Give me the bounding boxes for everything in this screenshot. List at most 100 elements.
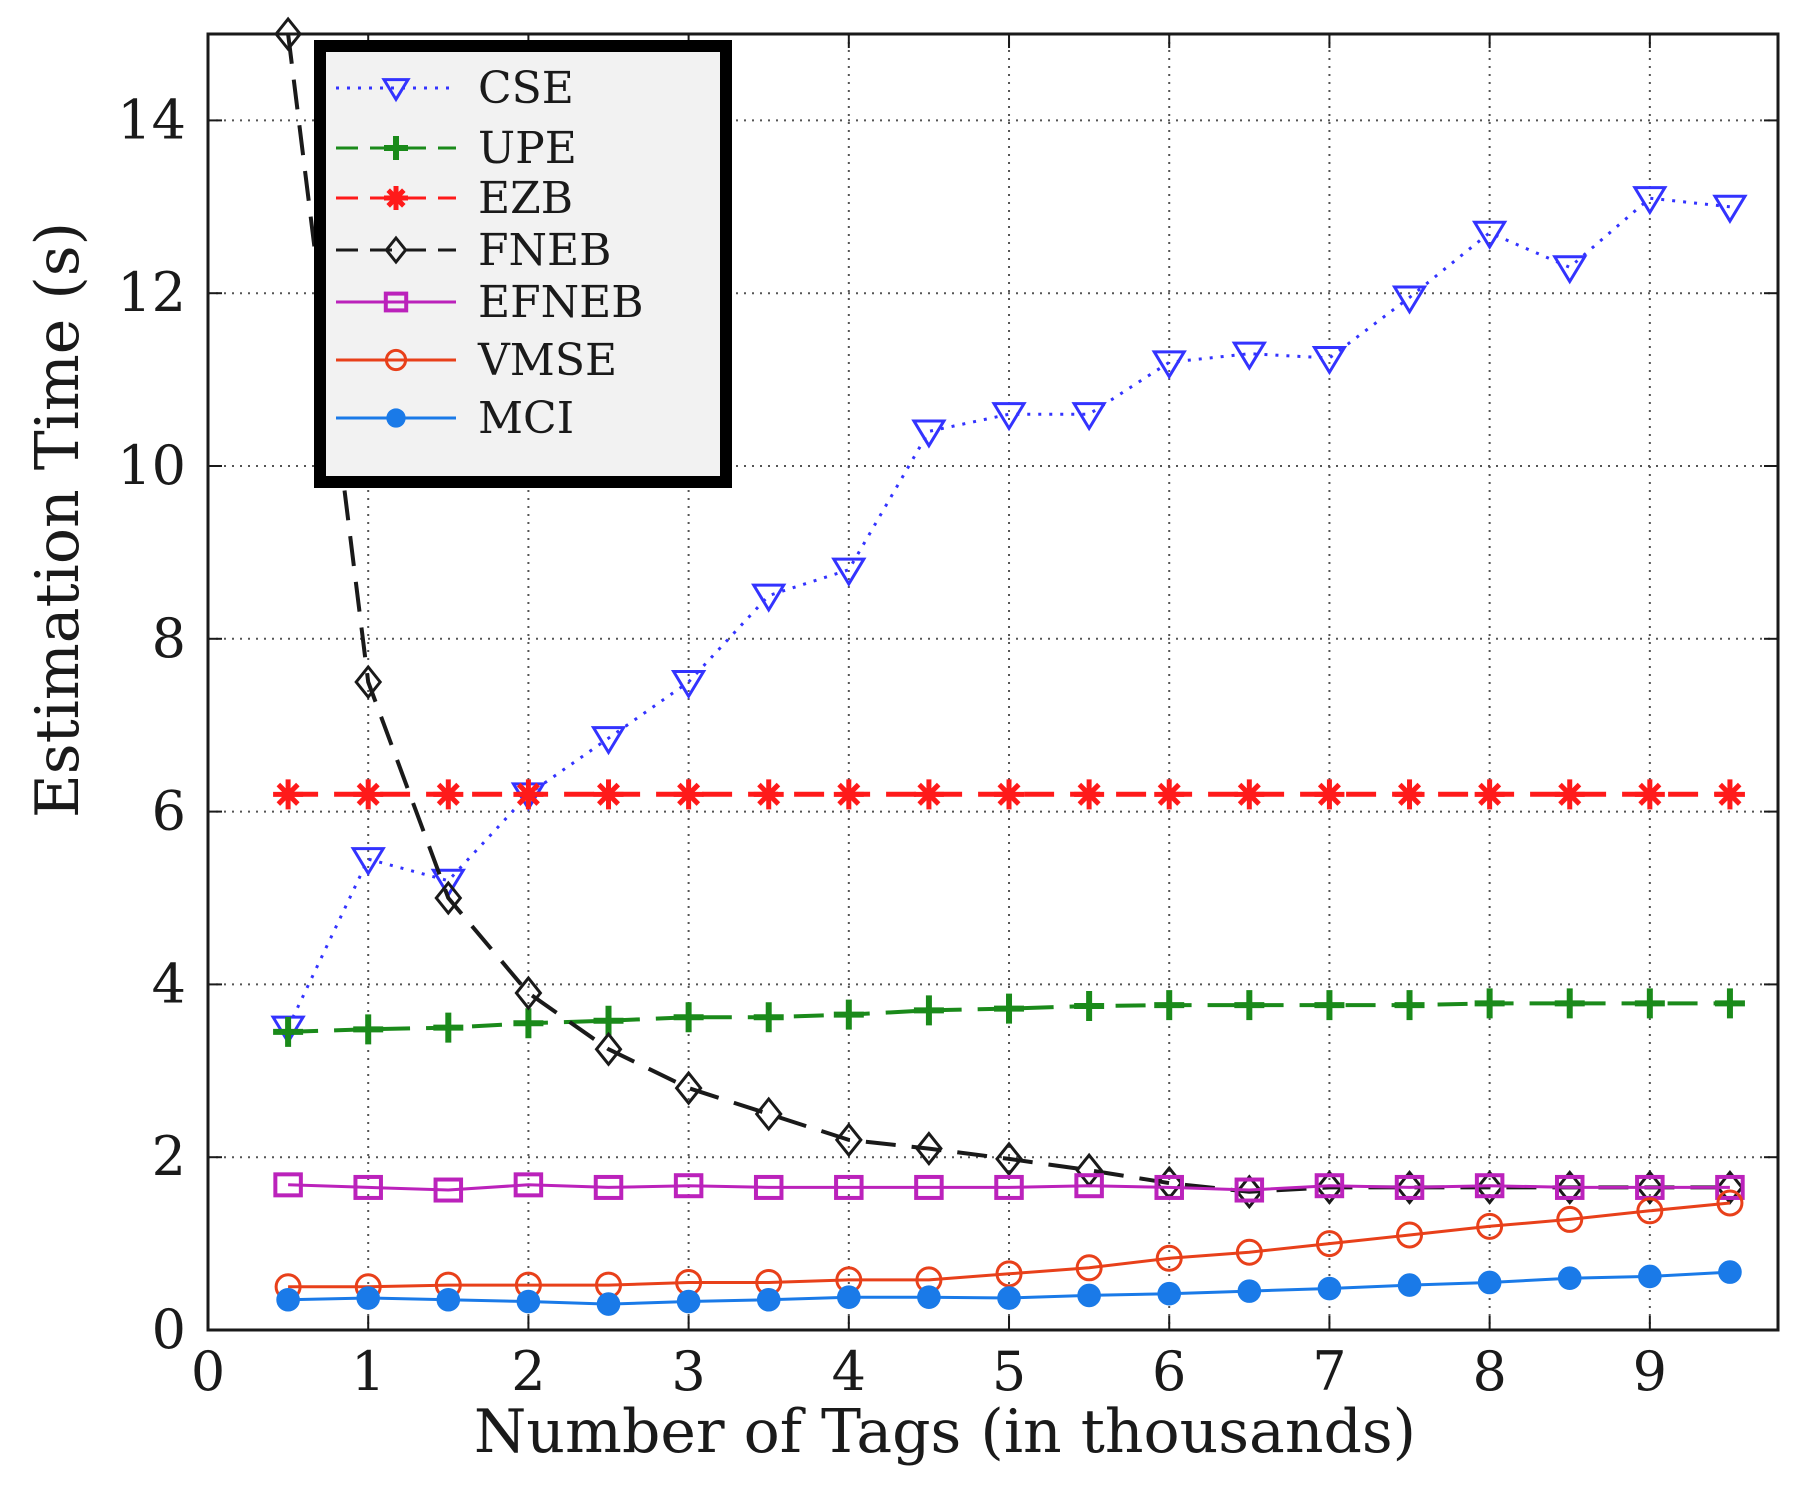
legend-label-cse: CSE [478,63,574,114]
data-point-ezb [513,779,544,810]
series-line-fneb [286,33,1730,1194]
data-point-upe [1714,988,1745,1019]
y-tick-label: 4 [152,952,186,1015]
x-axis-title: Number of Tags (in thousands) [474,1397,1416,1467]
data-point-ezb [1394,779,1425,810]
y-tick-label: 6 [152,780,186,843]
series-layer [270,16,1748,1316]
data-point-cse [831,557,867,587]
data-point-ezb [593,779,624,810]
data-point-upe [593,1005,624,1036]
data-point-vmse [1636,1197,1664,1225]
legend-entry-fneb: FNEB [336,225,611,276]
x-tick-label: 9 [1633,1340,1667,1403]
data-point-mci [276,1287,300,1312]
data-point-mci [1557,1266,1582,1290]
legend-label-mci: MCI [478,393,574,444]
data-point-vmse [1396,1221,1424,1249]
data-point-fneb [1475,1170,1504,1205]
data-point-ezb [1554,779,1585,810]
data-point-ezb [1074,779,1105,810]
series-line-efneb [288,1183,1730,1192]
data-point-fneb [1555,1170,1584,1205]
data-point-fneb [434,880,463,916]
y-tick-label: 12 [117,261,186,324]
data-point-mci [997,1286,1021,1310]
legend-marker-fneb [384,235,408,265]
x-tick-label: 5 [992,1340,1026,1403]
data-point-mci [516,1289,541,1314]
x-tick-label: 3 [671,1340,705,1403]
data-point-ezb [1634,779,1665,810]
data-point-efneb [914,1174,944,1200]
series-efneb [273,1172,1745,1203]
data-point-vmse [1235,1238,1263,1266]
data-point-upe [1154,990,1185,1021]
data-point-mci [436,1287,461,1312]
data-point-cse [1471,220,1508,250]
legend-label-fneb: FNEB [478,225,611,276]
data-point-fneb [354,664,383,700]
data-point-mci [1237,1279,1262,1303]
x-tick-label: 8 [1472,1340,1506,1403]
y-tick-label: 14 [117,88,186,151]
data-point-efneb [1314,1173,1345,1199]
data-point-ezb [353,779,384,810]
data-point-vmse [1556,1205,1584,1233]
data-point-cse [1712,194,1748,224]
x-tick-label: 4 [832,1340,866,1403]
series-vmse [274,1189,1744,1301]
data-point-upe [673,1002,704,1033]
data-point-upe [1394,990,1425,1021]
legend-label-ezb: EZB [478,173,573,224]
series-fneb [274,16,1744,1210]
data-point-efneb [1154,1174,1184,1200]
data-point-ezb [1154,779,1185,810]
legend-label-upe: UPE [478,123,577,174]
data-point-fneb [834,1122,863,1158]
data-point-cse [670,670,707,700]
data-point-vmse [1716,1189,1744,1217]
data-point-mci [1397,1273,1422,1297]
series-line-vmse [288,1201,1731,1289]
data-point-cse [1552,255,1588,285]
y-axis-title: Estimation Time (s) [23,222,93,818]
data-point-ezb [913,779,944,810]
data-point-fneb [1716,1170,1744,1205]
data-point-mci [596,1292,621,1316]
data-point-upe [1234,990,1265,1021]
legend-marker-vmse [384,348,408,372]
legend-marker-mci [386,408,406,428]
data-point-cse [751,583,787,613]
data-point-cse [1231,341,1267,371]
data-point-cse [1311,346,1348,376]
data-point-efneb [1474,1173,1505,1199]
data-point-mci [837,1285,861,1309]
data-point-mci [1718,1260,1742,1284]
series-upe [273,988,1745,1047]
legend-box [314,40,732,488]
data-point-efneb [1074,1173,1104,1199]
legend-marker-ezb [384,186,408,210]
data-point-upe [513,1008,544,1039]
data-point-ezb [433,779,464,810]
data-point-cse [350,847,386,877]
data-point-cse [1391,285,1428,315]
data-point-mci [1157,1281,1182,1306]
data-point-mci [756,1287,781,1312]
data-point-cse [1151,350,1187,380]
data-point-upe [1474,988,1505,1019]
data-point-cse [991,402,1027,432]
series-mci [276,1260,1742,1316]
data-point-mci [917,1285,941,1309]
x-tick-label: 7 [1312,1340,1346,1403]
data-point-mci [1477,1270,1502,1295]
legend-entry-upe: UPE [336,123,577,174]
y-tick-label: 2 [152,1125,186,1188]
data-point-efneb [1234,1177,1265,1203]
data-point-fneb [274,16,303,52]
data-point-vmse [1075,1254,1103,1282]
x-tick-label: 1 [351,1340,385,1403]
